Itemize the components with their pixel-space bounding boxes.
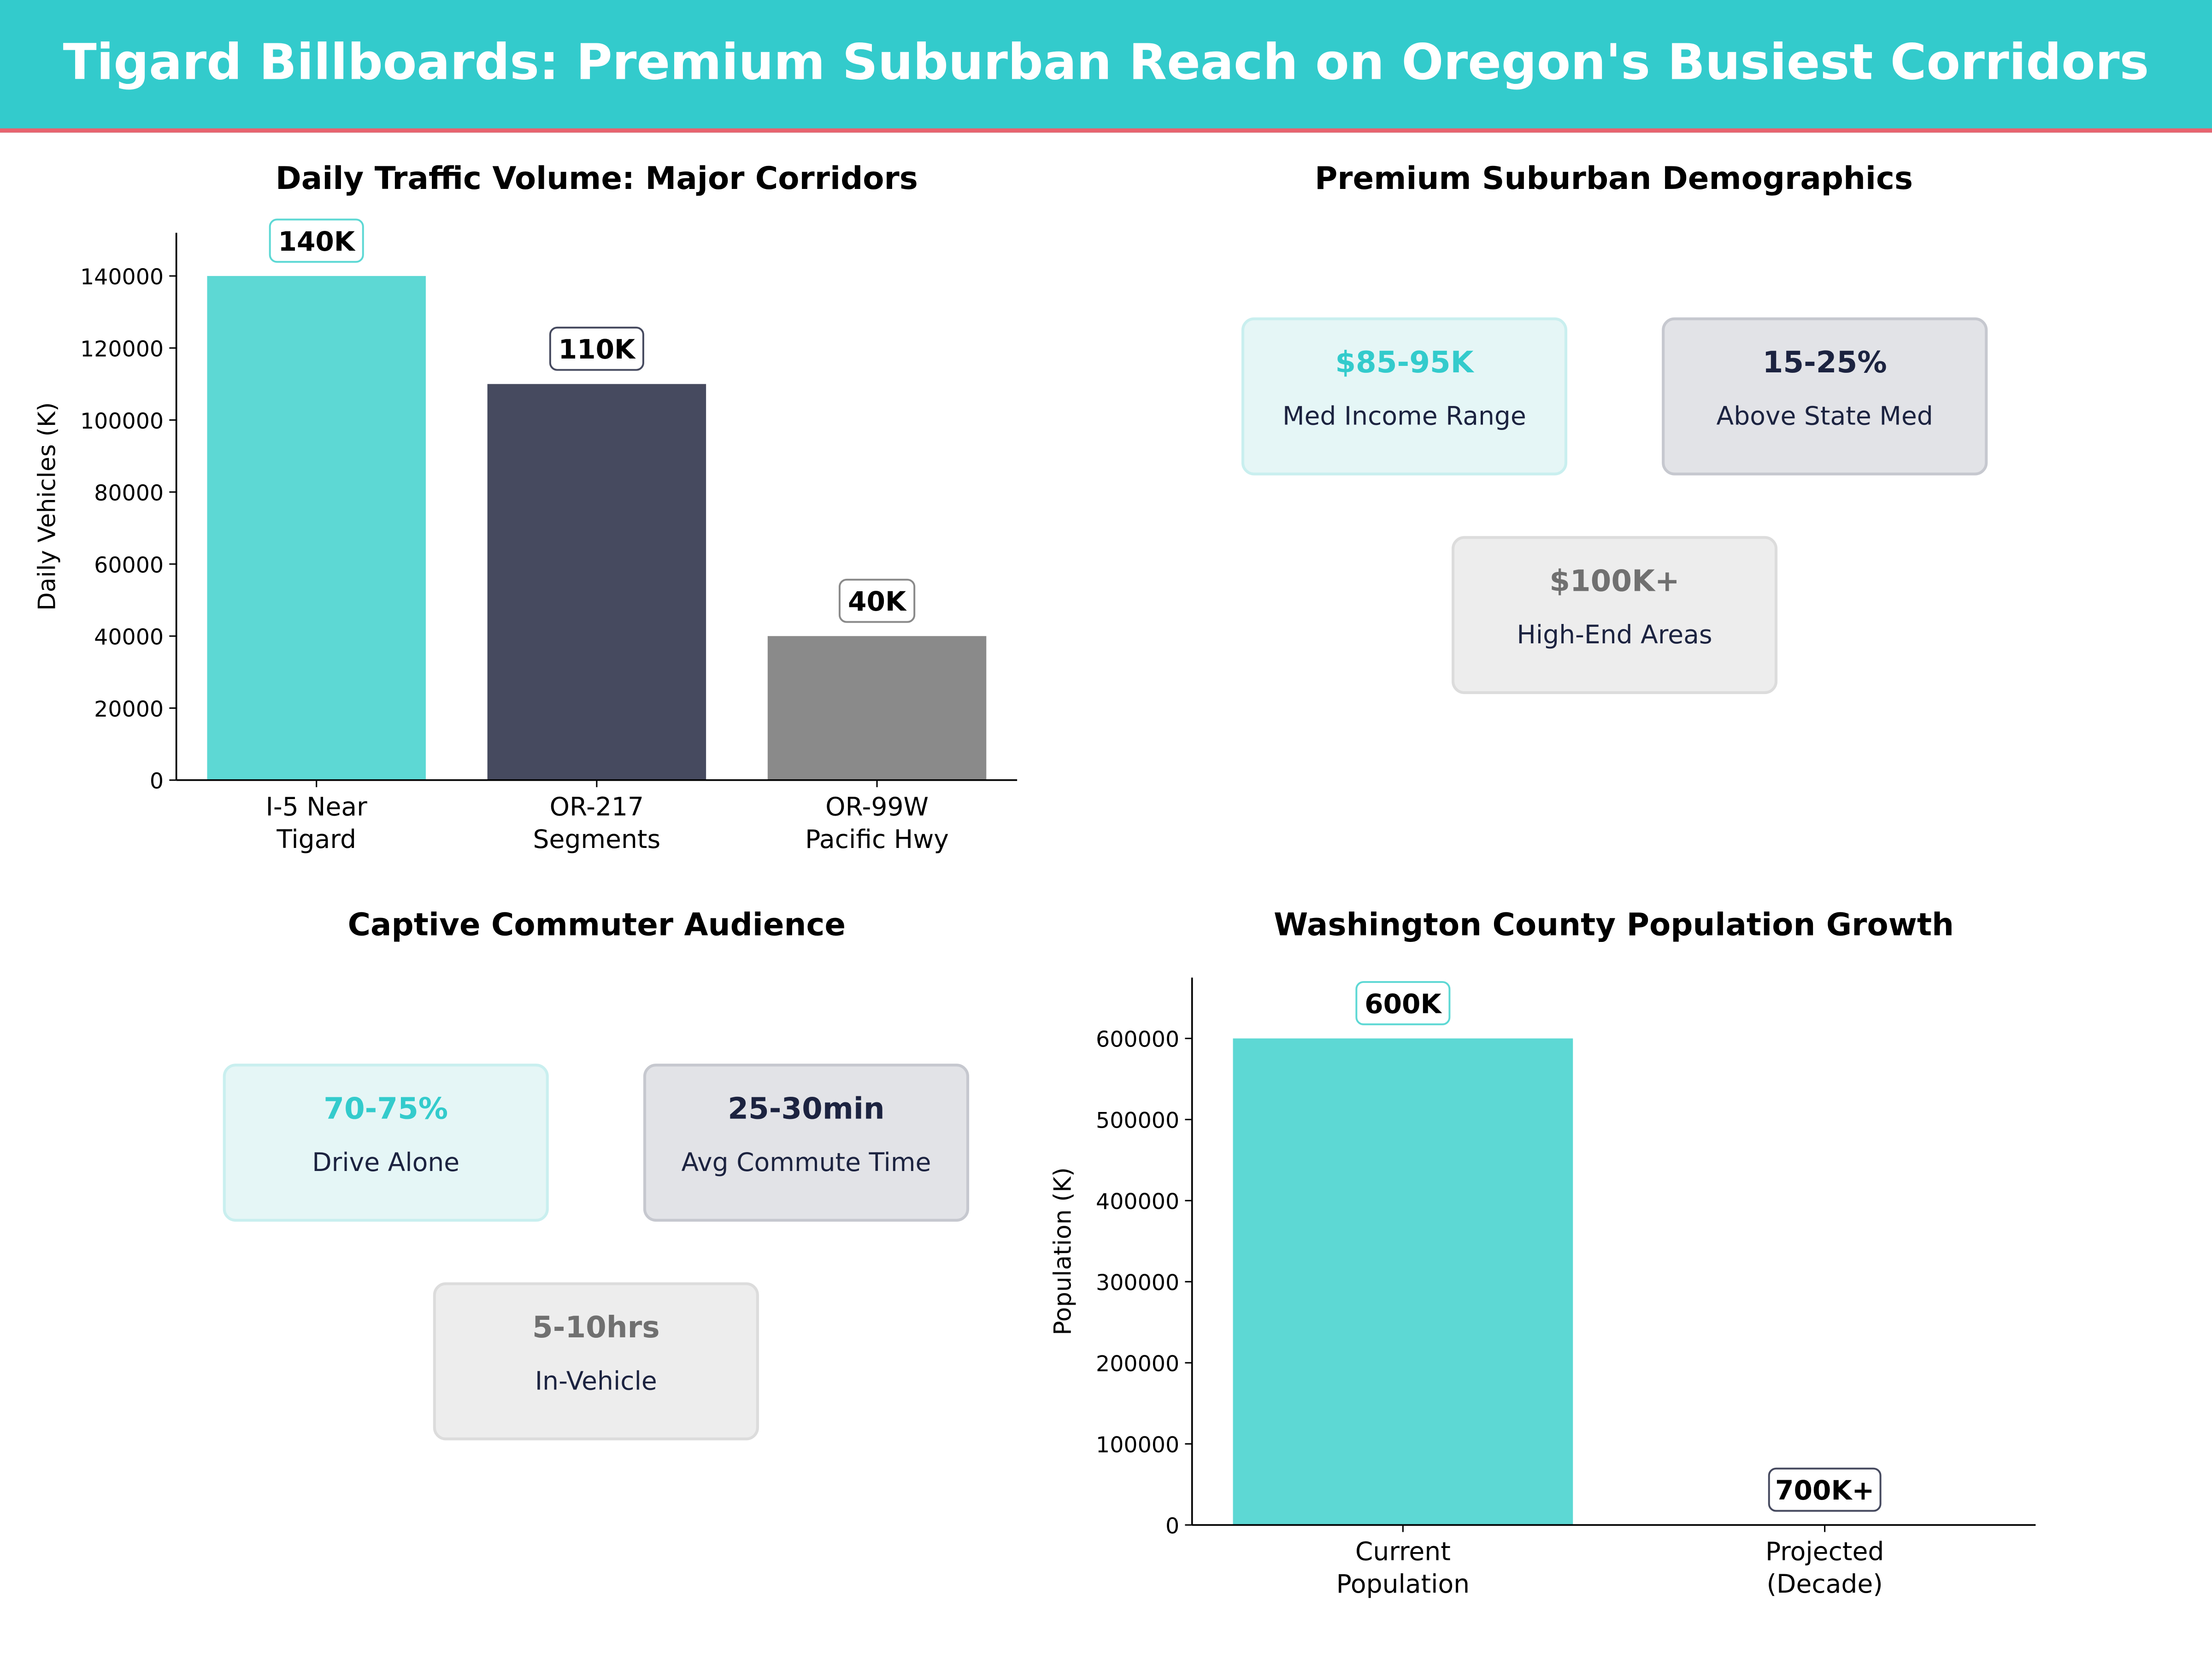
y-axis-label: Population (K) — [1049, 1167, 1077, 1335]
data-label: 140K — [278, 226, 355, 257]
y-tick-label: 100000 — [1096, 1433, 1179, 1458]
data-label-box — [269, 218, 364, 263]
data-label: 600K — [1365, 988, 1442, 1019]
y-tick-label: 40000 — [94, 625, 164, 650]
bar — [767, 636, 987, 780]
stat-value: 15-25% — [1762, 345, 1887, 380]
bar — [487, 384, 706, 780]
y-tick-label: 140000 — [80, 265, 164, 290]
y-axis-label: Daily Vehicles (K) — [33, 402, 61, 611]
stat-card-drive-alone: 70-75% Drive Alone — [223, 1064, 549, 1222]
stat-card-in-vehicle: 5-10hrs In-Vehicle — [433, 1282, 759, 1441]
x-tick-label: Current — [1355, 1537, 1451, 1566]
stat-label: High-End Areas — [1517, 620, 1712, 651]
x-tick-label: Segments — [533, 824, 661, 854]
stat-label: Drive Alone — [312, 1148, 460, 1178]
stat-card-income: $85-95K Med Income Range — [1241, 317, 1567, 476]
stat-value: $100K+ — [1549, 564, 1680, 598]
y-tick-label: 400000 — [1096, 1189, 1179, 1215]
y-tick-label: 20000 — [94, 697, 164, 722]
y-tick-label: 120000 — [80, 337, 164, 362]
stat-card-above-state: 15-25% Above State Med — [1662, 317, 1988, 476]
x-tick-label: Projected — [1765, 1537, 1884, 1566]
data-label-box — [1355, 981, 1451, 1025]
x-tick-label: OR-99W — [825, 792, 929, 821]
population-chart-title: Washington County Population Growth — [1274, 908, 1954, 944]
data-label-box — [549, 326, 644, 371]
stat-label: Med Income Range — [1282, 402, 1526, 432]
demographics-title: Premium Suburban Demographics — [1314, 162, 1913, 198]
page-title: Tigard Billboards: Premium Suburban Reac… — [63, 35, 2149, 92]
y-tick-label: 60000 — [94, 553, 164, 578]
y-tick-label: 0 — [150, 769, 164, 794]
data-label: 700K+ — [1775, 1475, 1874, 1506]
x-tick-label: Pacific Hwy — [805, 824, 949, 854]
x-tick-label: I-5 Near — [266, 792, 368, 821]
data-label-box — [1768, 1467, 1882, 1512]
y-tick-label: 100000 — [80, 409, 164, 434]
commuters-title: Captive Commuter Audience — [347, 908, 846, 944]
header-banner: Tigard Billboards: Premium Suburban Reac… — [0, 0, 2212, 133]
stat-value: 70-75% — [324, 1092, 448, 1126]
stat-label: Above State Med — [1716, 402, 1933, 432]
x-tick-label: OR-217 — [550, 792, 644, 821]
data-label-box — [838, 578, 916, 623]
stat-label: Avg Commute Time — [681, 1148, 931, 1178]
x-tick-label: Tigard — [276, 824, 356, 854]
data-label: 40K — [848, 586, 907, 617]
y-tick-label: 0 — [1165, 1514, 1179, 1539]
stat-value: 25-30min — [728, 1092, 885, 1126]
y-tick-label: 600000 — [1096, 1027, 1179, 1053]
y-tick-label: 200000 — [1096, 1352, 1179, 1377]
bar — [1233, 1038, 1573, 1525]
bar — [207, 276, 426, 780]
stat-value: 5-10hrs — [532, 1310, 660, 1345]
y-tick-label: 500000 — [1096, 1108, 1179, 1134]
x-tick-label: (Decade) — [1767, 1569, 1883, 1599]
stat-card-high-end: $100K+ High-End Areas — [1451, 536, 1778, 694]
x-tick-label: Population — [1336, 1569, 1470, 1599]
stat-value: $85-95K — [1335, 345, 1474, 380]
y-tick-label: 300000 — [1096, 1271, 1179, 1296]
stat-label: In-Vehicle — [535, 1367, 657, 1397]
traffic-chart-title: Daily Traffic Volume: Major Corridors — [275, 162, 918, 198]
data-label: 110K — [559, 334, 636, 365]
y-tick-label: 80000 — [94, 481, 164, 506]
stat-card-commute-time: 25-30min Avg Commute Time — [643, 1064, 970, 1222]
